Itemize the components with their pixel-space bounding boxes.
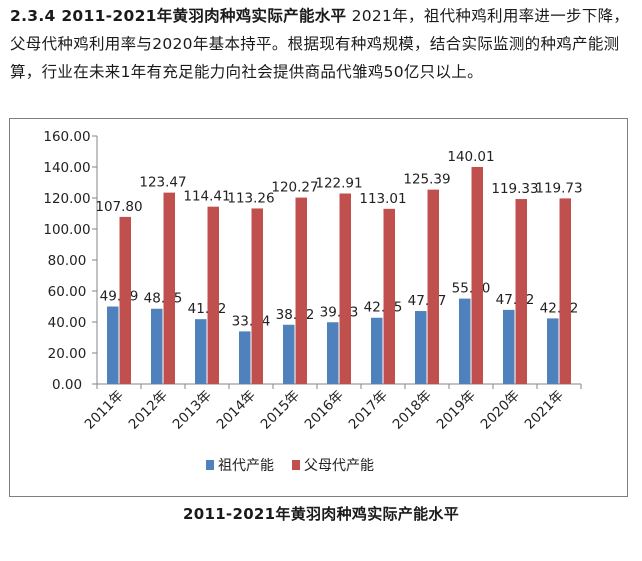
bar-parent [515,199,527,384]
bar-grandparent [371,317,383,384]
x-category-label: 2019年 [434,388,479,433]
data-label-grandparent: 42.75 [364,300,403,316]
x-category-label: 2021年 [522,388,567,433]
bar-parent [163,192,175,384]
x-category-label: 2017年 [346,388,391,433]
data-label-grandparent: 47.82 [496,292,535,308]
bar-parent [427,189,439,384]
x-category-label: 2012年 [126,388,171,433]
bar-parent [251,208,263,384]
section-body: 2021年，祖代种鸡利用率进一步下降，父母代种鸡利用率与2020年基本持平。根据… [10,7,630,81]
x-category-label: 2018年 [390,388,435,433]
y-tick-label: 160.00 [43,129,90,145]
bar-parent [383,208,395,384]
data-label-parent: 123.47 [139,175,186,191]
bar-parent [119,216,131,384]
bar-grandparent [239,331,251,384]
data-label-parent: 120.27 [271,180,318,196]
data-label-parent: 119.33 [491,181,538,197]
y-tick-label: 140.00 [43,160,90,176]
data-label-parent: 114.41 [183,189,230,205]
y-tick-label: 80.00 [48,253,87,269]
chart-caption: 2011-2021年黄羽肉种鸡实际产能水平 [182,505,460,523]
y-tick-label: 0.00 [52,377,82,393]
bar-grandparent [503,309,515,384]
data-label-parent: 122.91 [315,175,362,191]
bar-grandparent [151,308,163,384]
bar-grandparent [547,318,559,384]
bar-grandparent [327,322,339,384]
data-label-grandparent: 47.07 [408,293,447,309]
data-label-grandparent: 41.82 [188,301,227,317]
data-label-parent: 119.73 [535,180,582,196]
x-category-label: 2016年 [302,388,347,433]
bar-parent [471,166,483,384]
x-category-label: 2011年 [82,388,127,433]
data-label-grandparent: 48.55 [144,291,183,307]
data-label-parent: 113.26 [227,190,274,206]
data-label-parent: 125.39 [403,172,450,188]
y-tick-label: 60.00 [48,284,87,300]
y-tick-label: 100.00 [43,222,90,238]
data-label-parent: 140.01 [447,149,494,165]
data-label-grandparent: 33.94 [232,313,271,329]
bar-grandparent [195,319,207,384]
data-label-grandparent: 42.32 [540,300,579,316]
bar-parent [207,206,219,384]
x-category-label: 2015年 [258,388,303,433]
x-category-label: 2013年 [170,388,215,433]
x-category-label: 2014年 [214,388,259,433]
legend-swatch-parent [292,460,300,470]
data-label-parent: 107.80 [95,199,142,215]
data-label-grandparent: 38.22 [276,307,315,323]
y-tick-label: 20.00 [48,346,87,362]
data-label-grandparent: 55.10 [452,281,491,297]
bar-parent [339,193,351,384]
bar-chart: 0.00 20.00 40.00 60.00 80.00 100.00 120.00 140.… [43,129,582,474]
data-label-grandparent: 39.83 [320,304,359,320]
legend-swatch-grandparent [206,460,214,470]
y-tick-label: 40.00 [48,315,87,331]
bar-grandparent [107,306,119,384]
bar-grandparent [415,311,427,384]
bar-grandparent [283,324,295,384]
intro-paragraph: 2.3.4 2011-2021年黄羽肉种鸡实际产能水平 2021年，祖代种鸡利用… [10,2,634,86]
legend-label-parent: 父母代产能 [304,458,374,474]
x-category-label: 2020年 [478,388,523,433]
legend-label-grandparent: 祖代产能 [218,458,274,474]
bar-parent [559,198,571,384]
chart-frame: 0.00 20.00 40.00 60.00 80.00 100.00 120.00 140.… [9,118,628,497]
y-tick-label: 120.00 [43,191,90,207]
bar-grandparent [459,298,471,384]
section-heading: 2.3.4 2011-2021年黄羽肉种鸡实际产能水平 [10,7,347,25]
bar-parent [295,197,307,384]
data-label-grandparent: 49.99 [100,289,139,305]
data-label-parent: 113.01 [359,191,406,207]
